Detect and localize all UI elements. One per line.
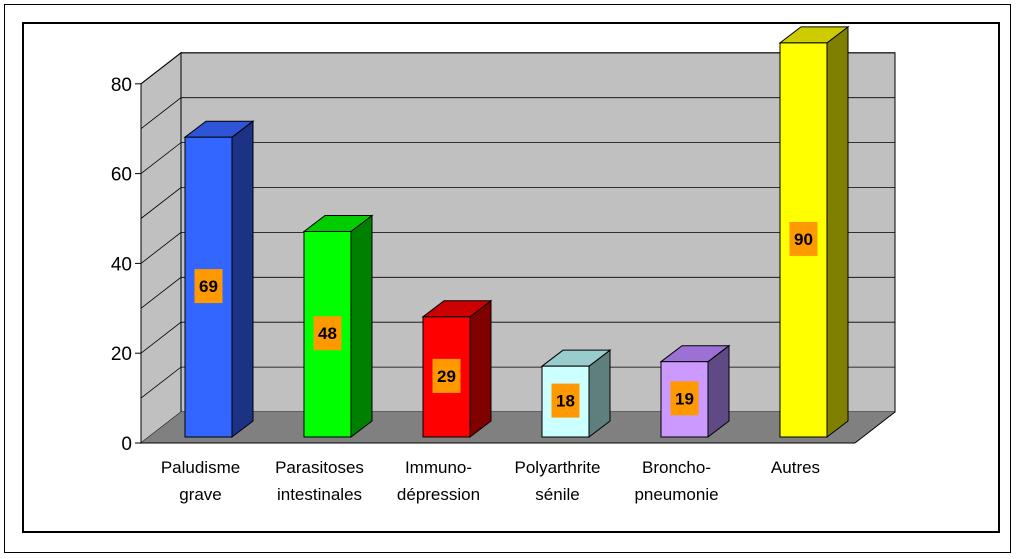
bar-side [350,214,373,439]
y-axis: 0 20 40 60 80 [111,75,142,455]
y-tick-label: 20 [111,344,132,365]
data-label-box [551,383,580,418]
chart-data-labels: 69 48 29 18 19 90 [194,221,818,418]
y-tick-label: 60 [111,165,132,186]
data-label-text: 90 [794,230,813,249]
data-label-text: 48 [318,324,337,343]
bar-front [779,42,828,438]
data-label-text: 18 [556,392,575,411]
x-category-label: Broncho-pneumonie [634,458,718,504]
gridline [140,142,895,174]
floor-edge [854,411,896,444]
data-label: 48 [313,316,342,351]
gridline [140,321,895,354]
x-axis-categories: Paludisme grave Parasitoses intestinales Imm… [161,458,820,504]
data-label-text: 69 [199,277,218,296]
bar-side [469,299,492,439]
x-category-label: Paludisme grave [161,458,240,504]
data-label: 90 [789,221,818,256]
x-category-label: Autres [771,458,820,477]
gridline [140,366,895,399]
x-category-label: Immuno-dépression [397,458,480,504]
gridline [140,52,895,85]
gridline [140,187,895,219]
data-label-box [432,358,461,393]
x-category-label: Polyarthrite sénile [515,458,601,504]
data-label-box [313,316,342,351]
data-label-box [789,221,818,256]
data-label-text: 19 [675,389,694,408]
data-label-box [194,269,223,304]
bar-side [826,25,849,439]
gridline [140,97,895,130]
data-label: 18 [551,383,580,418]
data-label: 69 [194,269,223,304]
y-tick-label: 0 [121,434,132,455]
data-label-text: 29 [437,367,456,386]
data-label-box [670,381,699,416]
data-label: 29 [432,358,461,393]
bar [659,344,731,439]
x-category-label: Parasitoses intestinales [275,458,364,504]
outer-frame [4,4,1011,553]
gridline [140,231,895,264]
y-tick-label: 80 [111,75,132,96]
data-label: 19 [670,381,699,416]
gridline [140,276,895,309]
y-tick-label: 40 [111,254,132,275]
bar-side [231,120,254,439]
bar [778,25,850,439]
chart-gridlines [140,52,895,399]
